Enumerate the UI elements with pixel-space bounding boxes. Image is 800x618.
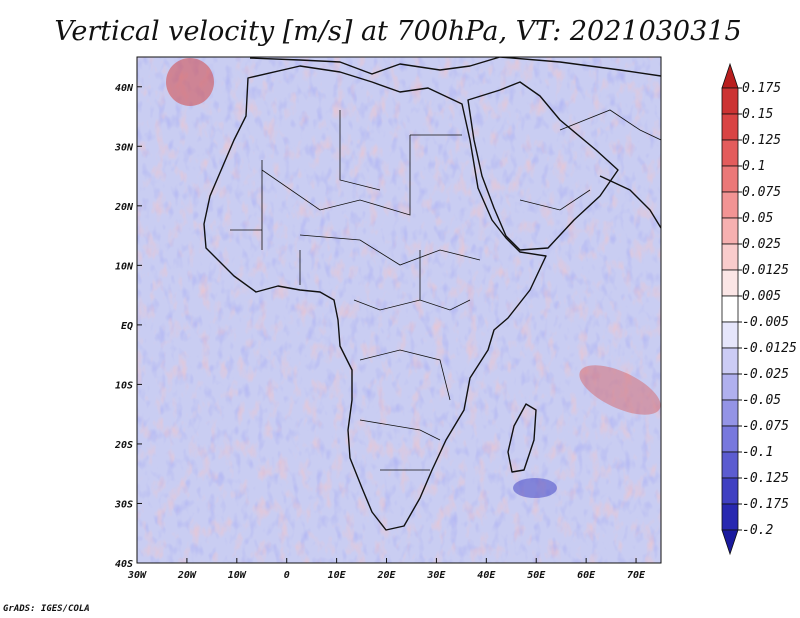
colorbar-swatch [721,269,739,297]
colorbar-label: -0.1 [742,445,773,460]
lat-tick-label: 40S [115,559,133,570]
colorbar-label: -0.075 [742,419,789,434]
colorbar-label: 0.175 [742,81,781,96]
lon-tick-label: 10W [228,570,247,581]
map-title: Vertical velocity [m/s] at 700hPa, VT: 2… [54,16,741,47]
colorbar-swatch [721,62,739,89]
colorbar-swatch [721,529,739,556]
lat-tick-label: 30N [114,142,134,153]
lon-tick-label: 20W [177,570,197,581]
madagascar-downdraft [513,478,557,498]
lon-tick-label: 10E [328,570,347,581]
arabian-peninsula-coastline [467,81,619,251]
lon-tick-label: 0 [284,570,290,581]
lat-tick-label: 30S [114,499,133,510]
colorbar-label: -0.175 [742,497,789,512]
colorbar-swatch [721,451,739,479]
madagascar-coastline [507,403,537,473]
africa-coastline [203,65,547,531]
north-atlantic-vortex [166,58,214,106]
lon-tick-label: 60E [577,570,596,581]
colorbar-label: 0.075 [742,185,781,200]
colorbar-swatch [721,113,739,141]
lon-tick-label: 40E [477,570,496,581]
colorbar-label: 0.0125 [742,263,789,278]
colorbar: 0.175 0.15 0.125 0.1 0.075 0.05 0.025 0.0125 0.0… [721,62,797,556]
lon-tick-label: 30W [127,570,147,581]
indian-ocean-updraft-band [579,365,661,415]
lat-tick-label: 10S [115,380,133,391]
europe-coastline [249,57,501,75]
map-plot-area [137,57,661,563]
colorbar-swatch [721,399,739,427]
lon-tick-label: 70E [627,570,646,581]
colorbar-swatch [721,373,739,401]
colorbar-label: -0.05 [742,393,781,408]
colorbar-swatch [721,191,739,219]
colorbar-label: -0.005 [742,315,789,330]
colorbar-swatch [721,503,739,531]
colorbar-label: 0.005 [742,289,781,304]
grads-credit: GrADS: IGES/COLA [3,604,90,614]
colorbar-label: 0.025 [742,237,781,252]
colorbar-swatch [721,477,739,505]
colorbar-label: 0.125 [742,133,781,148]
country-borders [230,109,661,471]
colorbar-label: 0.05 [742,211,773,226]
map-axes: 30W 20W 10W 0 10E 20E 30E 40E 50E 60E 70E 40N 30N 20N… [114,83,646,581]
colorbar-swatch [721,87,739,115]
colorbar-swatch [721,347,739,375]
colorbar-label: 0.1 [742,159,765,174]
lon-tick-label: 50E [527,570,546,581]
colorbar-swatch [721,295,739,323]
colorbar-label: -0.2 [742,523,773,538]
asia-coastline [499,57,661,229]
colorbar-label: -0.125 [742,471,789,486]
lat-tick-label: EQ [121,321,133,332]
lon-tick-label: 30E [426,570,446,581]
lat-tick-label: 20S [114,440,133,451]
colorbar-swatch [721,243,739,271]
colorbar-swatch [721,165,739,193]
map-frame [136,56,662,564]
colorbar-swatch [721,321,739,349]
colorbar-label: -0.025 [742,367,789,382]
lon-tick-label: 20E [376,570,396,581]
upward-motion-texture [137,57,661,563]
lat-tick-label: 20N [114,202,134,213]
colorbar-label: 0.15 [742,107,773,122]
lat-tick-label: 40N [115,83,134,94]
colorbar-swatch [721,425,739,453]
coastlines [203,57,661,531]
colorbar-swatch [721,139,739,167]
lat-tick-label: 10N [115,261,134,272]
colorbar-label: -0.0125 [742,341,797,356]
colorbar-swatch [721,217,739,245]
